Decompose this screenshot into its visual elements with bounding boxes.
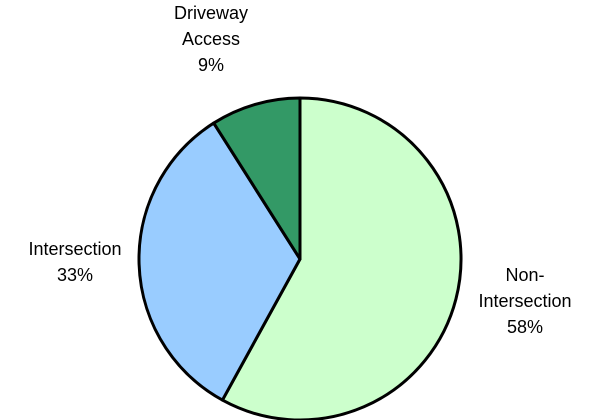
- slice-label-intersection: Intersection 33%: [0, 236, 150, 288]
- slice-label-line: Non-: [505, 265, 545, 285]
- slice-label-line: Intersection: [28, 239, 122, 259]
- slice-percent: 58%: [506, 317, 544, 337]
- slice-label-line: Access: [181, 29, 241, 49]
- slice-percent: 33%: [56, 265, 94, 285]
- slice-label-driveway-access: Driveway Access 9%: [136, 0, 286, 78]
- slice-label-line: Driveway: [173, 3, 248, 23]
- slice-intersection: [137, 121, 302, 402]
- slice-percent: 9%: [197, 55, 224, 75]
- slice-driveway-access: [212, 96, 302, 261]
- slice-label-non-intersection: Non- Intersection 58%: [455, 262, 592, 340]
- slice-label-line: Intersection: [478, 291, 572, 311]
